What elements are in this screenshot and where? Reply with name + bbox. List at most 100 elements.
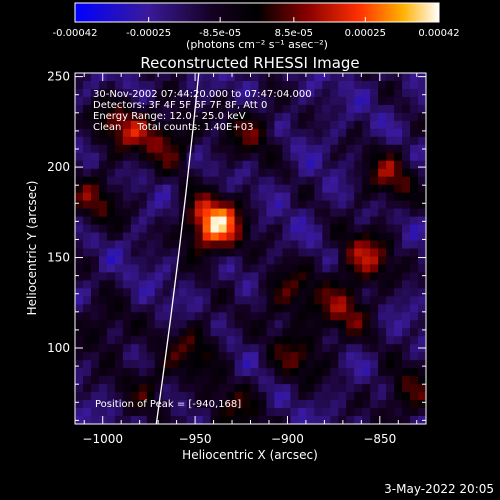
- heatmap-cell: [106, 73, 116, 82]
- heatmap-cell: [90, 264, 100, 274]
- heatmap-cell: [330, 264, 339, 274]
- heatmap-cell: [75, 328, 84, 337]
- heatmap-cell: [122, 160, 132, 170]
- heatmap-cell: [154, 264, 164, 274]
- heatmap-cell: [234, 152, 244, 162]
- heatmap-cell: [242, 344, 252, 353]
- heatmap-cell: [354, 96, 363, 106]
- heatmap-cell: [194, 328, 204, 337]
- heatmap-cell: [130, 352, 140, 361]
- heatmap-cell: [130, 144, 140, 154]
- heatmap-cell: [354, 304, 363, 313]
- heatmap-cell: [210, 352, 220, 361]
- heatmap-cell: [194, 144, 204, 154]
- heatmap-cell: [146, 80, 156, 90]
- heatmap-cell: [170, 256, 180, 266]
- heatmap-cell: [338, 296, 347, 305]
- heatmap-cell: [114, 200, 124, 210]
- heatmap-cell: [306, 224, 315, 234]
- heatmap-cell: [154, 144, 164, 154]
- heatmap-cell: [98, 136, 108, 146]
- heatmap-cell: [162, 312, 172, 321]
- heatmap-cell: [290, 224, 299, 234]
- heatmap-cell: [75, 352, 84, 361]
- heatmap-cell: [178, 376, 188, 385]
- heatmap-cell: [346, 120, 355, 130]
- heatmap-cell: [170, 376, 180, 385]
- heatmap-cell: [122, 73, 132, 82]
- heatmap-cell: [322, 136, 331, 146]
- heatmap-cell: [194, 384, 204, 393]
- heatmap-cell: [346, 384, 355, 393]
- heatmap-cell: [266, 312, 276, 321]
- heatmap-cell: [330, 128, 339, 138]
- heatmap-cell: [378, 128, 387, 138]
- heatmap-cell: [322, 264, 331, 274]
- heatmap-cell: [186, 184, 196, 194]
- heatmap-cell: [330, 88, 339, 98]
- heatmap-cell: [218, 208, 228, 218]
- heatmap-cell: [298, 392, 307, 401]
- heatmap-cell: [322, 208, 331, 218]
- heatmap-cell: [418, 320, 426, 329]
- heatmap-cell: [266, 320, 276, 329]
- heatmap-cell: [242, 240, 252, 250]
- heatmap-cell: [322, 176, 331, 186]
- heatmap-cell: [210, 264, 220, 274]
- heatmap-cell: [75, 192, 84, 202]
- heatmap-cell: [386, 296, 395, 305]
- heatmap-cell: [146, 392, 156, 401]
- heatmap-cell: [234, 112, 244, 122]
- heatmap-cell: [138, 184, 148, 194]
- heatmap-cell: [250, 208, 260, 218]
- heatmap-cell: [250, 248, 260, 258]
- heatmap-cell: [218, 352, 228, 361]
- heatmap-cell: [234, 192, 244, 202]
- heatmap-cell: [130, 360, 140, 369]
- heatmap-cell: [90, 104, 100, 114]
- heatmap-cell: [194, 96, 204, 106]
- heatmap-cell: [98, 240, 108, 250]
- heatmap-cell: [98, 328, 108, 337]
- heatmap-cell: [242, 104, 252, 114]
- heatmap-cell: [106, 248, 116, 258]
- heatmap-cell: [122, 360, 132, 369]
- heatmap-cell: [234, 416, 244, 424]
- heatmap-cell: [138, 144, 148, 154]
- heatmap-cell: [154, 296, 164, 305]
- heatmap-cell: [378, 264, 387, 274]
- heatmap-cell: [362, 88, 371, 98]
- heatmap-cell: [410, 264, 419, 274]
- heatmap-cell: [234, 256, 244, 266]
- heatmap-cell: [314, 256, 323, 266]
- heatmap-cell: [218, 104, 228, 114]
- heatmap-cell: [98, 280, 108, 289]
- heatmap-cell: [410, 224, 419, 234]
- heatmap-cell: [170, 352, 180, 361]
- heatmap-cell: [330, 408, 339, 417]
- heatmap-cell: [394, 88, 403, 98]
- heatmap-cell: [178, 272, 188, 282]
- heatmap-cell: [138, 216, 148, 226]
- heatmap-cell: [98, 120, 108, 130]
- heatmap-cell: [314, 280, 323, 289]
- heatmap-cell: [290, 120, 299, 130]
- heatmap-cell: [314, 384, 323, 393]
- heatmap-cell: [314, 152, 323, 162]
- heatmap-cell: [402, 304, 411, 313]
- heatmap-cell: [202, 88, 212, 98]
- heatmap-cell: [410, 360, 419, 369]
- heatmap-cell: [234, 128, 244, 138]
- heatmap-cell: [210, 416, 220, 424]
- heatmap-cell: [146, 248, 156, 258]
- heatmap-cell: [202, 240, 212, 250]
- heatmap-cell: [162, 352, 172, 361]
- heatmap-cell: [178, 416, 188, 424]
- heatmap-cell: [330, 352, 339, 361]
- heatmap-cell: [98, 168, 108, 178]
- heatmap-cell: [170, 328, 180, 337]
- heatmap-cell: [290, 400, 299, 409]
- heatmap-cell: [154, 360, 164, 369]
- heatmap-cell: [306, 256, 315, 266]
- heatmap-cell: [130, 336, 140, 345]
